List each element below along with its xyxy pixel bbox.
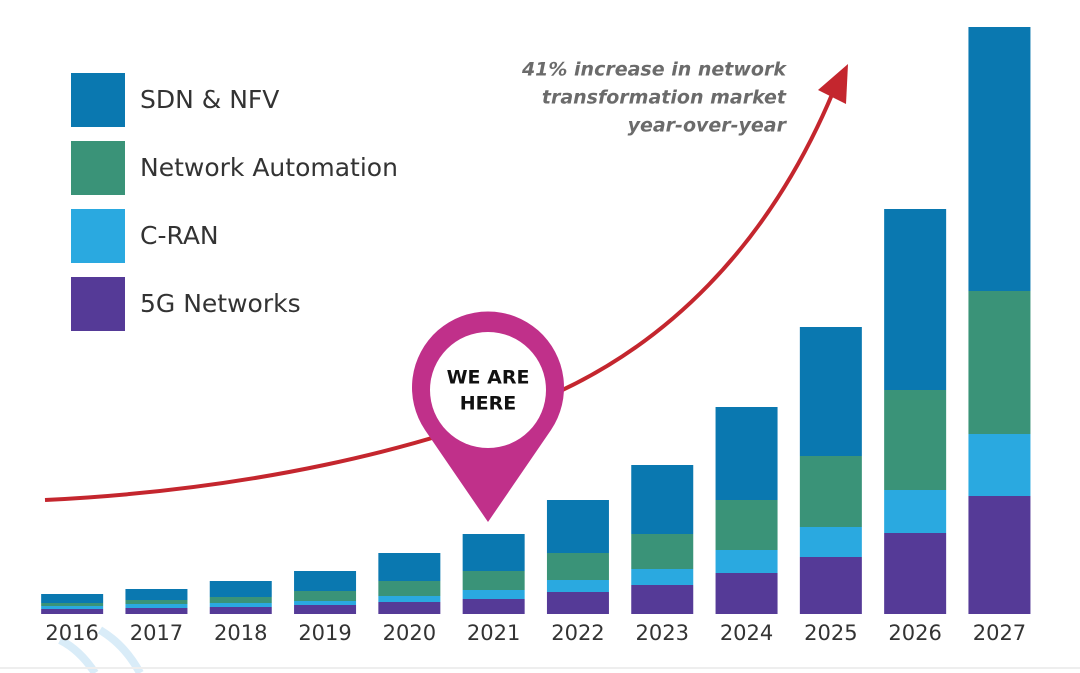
bar-segment <box>715 573 778 614</box>
x-tick-label: 2023 <box>636 621 689 645</box>
pin-label: WE ARE <box>447 367 530 389</box>
bar-segment <box>41 603 104 606</box>
x-tick-label: 2017 <box>130 621 183 645</box>
bar-segment <box>884 390 947 490</box>
pin-center <box>430 332 546 448</box>
bar-segment <box>799 327 862 456</box>
bar-segment <box>125 589 188 600</box>
bar-segment <box>378 596 441 602</box>
bars <box>41 27 1031 614</box>
annotation-line: 41% increase in network <box>521 59 787 81</box>
bar-segment <box>631 534 694 569</box>
bar-segment <box>41 606 104 609</box>
bar-segment <box>715 407 778 500</box>
bar-segment <box>631 585 694 614</box>
legend-label: C-RAN <box>140 221 219 250</box>
x-tick-label: 2021 <box>467 621 520 645</box>
bar-segment <box>378 602 441 614</box>
bar-segment <box>462 534 525 571</box>
legend-swatch <box>71 209 125 263</box>
bar-segment <box>546 580 609 592</box>
legend-label: 5G Networks <box>140 289 301 318</box>
bar-segment <box>884 533 947 614</box>
bar-segment <box>799 527 862 557</box>
x-tick-label: 2027 <box>973 621 1026 645</box>
bar-segment <box>209 607 272 614</box>
bar-segment <box>209 581 272 597</box>
x-tick-label: 2019 <box>298 621 351 645</box>
legend-label: SDN & NFV <box>140 85 279 114</box>
bar-segment <box>884 490 947 533</box>
arrow-head <box>818 64 848 104</box>
legend-swatch <box>71 73 125 127</box>
x-tick-label: 2024 <box>720 621 773 645</box>
legend-swatch <box>71 141 125 195</box>
annotation: 41% increase in network transformation m… <box>521 59 788 137</box>
x-tick-label: 2020 <box>383 621 436 645</box>
bar-segment <box>546 553 609 580</box>
bar-segment <box>546 500 609 553</box>
bar-segment <box>884 209 947 390</box>
bar-segment <box>209 603 272 607</box>
bar-segment <box>294 571 357 591</box>
bar-segment <box>125 600 188 604</box>
bar-segment <box>462 571 525 590</box>
bar-segment <box>41 609 104 614</box>
bar-segment <box>378 553 441 581</box>
x-tick-label: 2016 <box>45 621 98 645</box>
bar-segment <box>209 597 272 603</box>
bar-segment <box>462 590 525 599</box>
x-tick-label: 2026 <box>888 621 941 645</box>
bar-segment <box>968 496 1031 614</box>
bar-segment <box>294 591 357 601</box>
bar-segment <box>294 601 357 605</box>
bar-segment <box>41 594 104 603</box>
bar-segment <box>631 569 694 585</box>
bar-segment <box>715 500 778 550</box>
location-pin: WE ARE HERE <box>412 311 564 522</box>
bar-segment <box>968 291 1031 434</box>
bar-segment <box>462 599 525 614</box>
bar-segment <box>125 604 188 608</box>
bar-segment <box>125 608 188 614</box>
annotation-line: year-over-year <box>628 115 788 137</box>
bar-segment <box>968 27 1031 291</box>
bar-segment <box>294 605 357 614</box>
bar-segment <box>546 592 609 614</box>
annotation-line: transformation market <box>542 87 787 109</box>
x-tick-label: 2018 <box>214 621 267 645</box>
bar-segment <box>968 434 1031 496</box>
bar-segment <box>799 557 862 614</box>
bar-segment <box>715 550 778 573</box>
x-tick-label: 2025 <box>804 621 857 645</box>
bar-segment <box>378 581 441 596</box>
bar-segment <box>799 456 862 527</box>
bar-segment <box>631 465 694 534</box>
legend-swatch <box>71 277 125 331</box>
pin-label: HERE <box>460 393 517 415</box>
legend-label: Network Automation <box>140 153 398 182</box>
x-tick-label: 2022 <box>551 621 604 645</box>
